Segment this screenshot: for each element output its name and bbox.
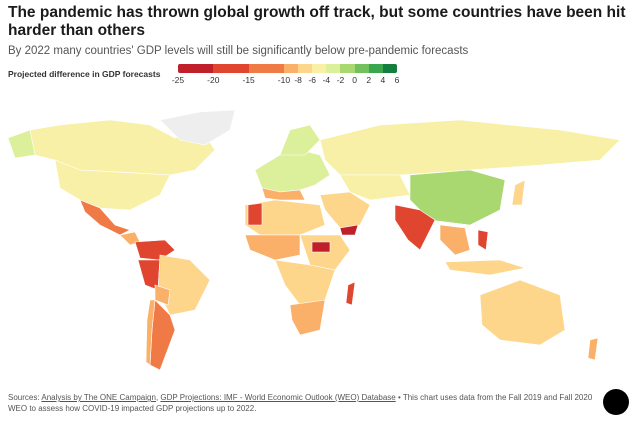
legend-swatch xyxy=(178,64,214,73)
region-usa xyxy=(54,159,171,211)
legend-swatch xyxy=(368,64,383,73)
region-australia xyxy=(479,279,566,346)
chart-title: The pandemic has thrown global growth of… xyxy=(8,4,626,39)
legend-label: Projected difference in GDP forecasts xyxy=(8,69,161,79)
legend-swatch xyxy=(354,64,369,73)
color-legend xyxy=(178,64,397,73)
region-mexico xyxy=(79,199,131,236)
legend-tick: -20 xyxy=(207,75,220,85)
region-southern-africa xyxy=(289,299,326,336)
legend-swatch xyxy=(213,64,249,73)
region-brazil xyxy=(157,254,211,316)
legend-tick: 4 xyxy=(380,75,386,85)
legend-swatch xyxy=(312,64,327,73)
region-bolivia xyxy=(154,284,171,306)
imf-weo-link[interactable]: GDP Projections: IMF - World Economic Ou… xyxy=(160,393,396,402)
legend-tick: -8 xyxy=(294,75,302,85)
legend-swatch xyxy=(326,64,341,73)
region-china xyxy=(409,169,506,226)
legend-swatch xyxy=(298,64,313,73)
legend-tick: -4 xyxy=(322,75,331,85)
legend-tick: -25 xyxy=(171,75,185,85)
region-west-africa xyxy=(244,234,301,261)
legend-tick: -15 xyxy=(242,75,255,85)
region-alaska xyxy=(7,129,36,159)
sources-note: • This chart uses data from the Fall 201… xyxy=(8,393,593,413)
region-scandinavia xyxy=(279,124,321,156)
world-map xyxy=(7,109,621,371)
region-new-zealand xyxy=(587,337,599,361)
region-southern-europe xyxy=(261,187,306,201)
region-south-sudan xyxy=(311,241,331,253)
legend-swatch xyxy=(248,64,284,73)
sources-prefix: Sources: xyxy=(8,393,42,402)
region-russia xyxy=(319,119,621,176)
region-yemen xyxy=(339,224,359,236)
region-morocco xyxy=(247,202,263,226)
legend-tick: -10 xyxy=(277,75,291,85)
legend-tick: 2 xyxy=(366,75,372,85)
region-north-africa xyxy=(244,199,326,236)
chart-subtitle: By 2022 many countries' GDP levels will … xyxy=(8,45,469,57)
one-campaign-link[interactable]: Analysis by The ONE Campaign xyxy=(41,393,156,402)
sources-separator: , xyxy=(155,393,161,402)
region-middle-east xyxy=(319,191,371,229)
region-indonesia xyxy=(444,259,527,276)
region-philippines xyxy=(477,229,489,251)
region-central-asia xyxy=(339,174,411,201)
region-chile xyxy=(145,299,156,366)
legend-swatch xyxy=(340,64,355,73)
sources-footer: Sources: Analysis by The ONE Campaign, G… xyxy=(8,392,598,414)
legend-swatch xyxy=(283,64,299,73)
legend-tick: -2 xyxy=(336,75,345,85)
legend-swatch xyxy=(382,64,397,73)
one-logo[interactable] xyxy=(603,389,629,415)
region-japan xyxy=(511,179,526,206)
region-india xyxy=(394,204,436,251)
region-colombia-venezuela xyxy=(134,239,176,261)
legend-tick: -6 xyxy=(308,75,316,85)
region-greenland xyxy=(159,109,236,146)
region-madagascar xyxy=(345,281,356,306)
legend-tick: 6 xyxy=(394,75,400,85)
region-southeast-asia xyxy=(439,224,471,256)
region-europe xyxy=(254,149,331,193)
legend-tick: 0 xyxy=(352,75,357,85)
